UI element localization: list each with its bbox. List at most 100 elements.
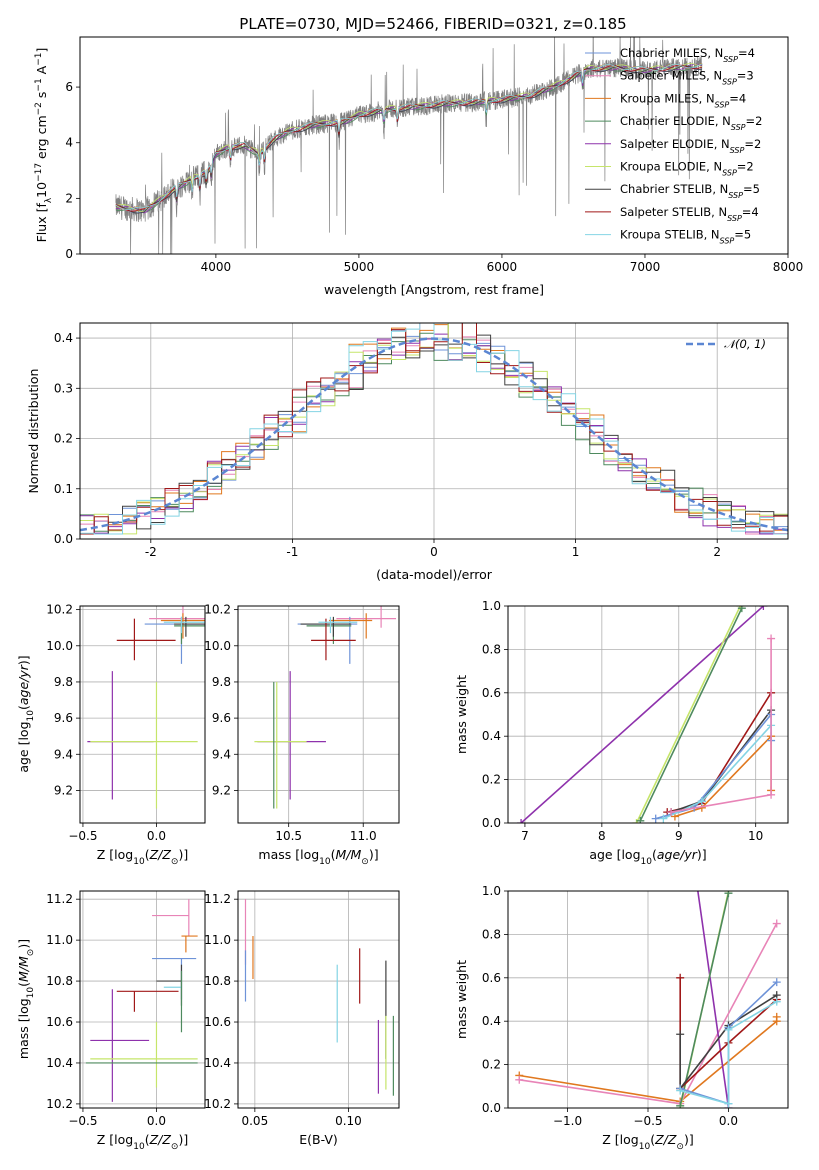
plot-area	[515, 876, 781, 1108]
x-tick-label: 8000	[773, 260, 804, 274]
axis-frame	[237, 605, 400, 824]
y-tick-label: 9.2	[54, 783, 73, 797]
x-tick-label: 0.0	[147, 1114, 166, 1128]
x-tick-label: 10.5	[275, 829, 302, 843]
model-spectrum-kroupa-stelib	[115, 63, 703, 210]
x-tick-label: 5000	[344, 260, 375, 274]
y-tick-label: 9.4	[54, 747, 73, 761]
y-tick-label: 10.2	[46, 1097, 73, 1111]
histogram-step-kroupa-stelib	[80, 323, 788, 535]
y-tick-label: 0.2	[54, 432, 73, 446]
x-axis-label: mass [log10(M/M⊙)]	[258, 847, 378, 867]
y-tick-label: 0.6	[482, 686, 501, 700]
x-tick-label: 10	[748, 829, 763, 843]
plot-area	[244, 899, 394, 1096]
y-tick-label: 9.4	[212, 747, 231, 761]
model-spectrum-kroupa-elodie	[115, 63, 702, 212]
plot-area	[115, 37, 703, 254]
weight-point-marker	[772, 919, 781, 928]
y-tick-label: 10.0	[204, 639, 231, 653]
x-tick-label: 6000	[487, 260, 518, 274]
x-tick-label: −1.0	[553, 1114, 582, 1128]
model-spectrum-chabrier-elodie	[115, 64, 702, 213]
weight-line-kroupa-miles	[674, 734, 772, 818]
weight-line-chabrier-miles	[655, 712, 772, 820]
axis-frame	[507, 890, 789, 1109]
y-tick-label: 0.0	[482, 1101, 501, 1115]
weight-point-marker	[676, 1101, 685, 1108]
normal-distribution-curve	[80, 337, 788, 532]
plot-area	[85, 899, 198, 1102]
x-tick-label: 0.10	[335, 1114, 362, 1128]
axis-frame	[237, 890, 400, 1109]
weight-line-chabrier-elodie	[639, 607, 743, 822]
y-axis-label: mass [log10(M/M⊙)]	[16, 939, 36, 1059]
legend-entry-label: Kroupa MILES, NSSP=4	[620, 91, 746, 109]
y-tick-label: 0.2	[482, 1058, 501, 1072]
weight-point-marker	[772, 1012, 781, 1021]
legend-entry-label: Chabrier STELIB, NSSP=5	[620, 182, 760, 200]
figure-title: PLATE=0730, MJD=52466, FIBERID=0321, z=0…	[239, 15, 626, 33]
weight-point-marker	[676, 1030, 685, 1039]
y-tick-label: 0	[65, 247, 73, 261]
y-axis-label: mass weight	[454, 960, 469, 1039]
weight-vs-metallicity-panel: −1.0 −0.5 0.0 0.0 0.2 0.4 0.6 0.8 1.0 Z [log10(Z/…	[454, 876, 789, 1152]
model-spectrum-salpeter-miles	[115, 64, 703, 212]
axis-frame	[79, 36, 789, 255]
x-tick-label: 1	[572, 545, 580, 559]
model-spectrum-salpeter-elodie	[115, 63, 703, 214]
axis-frame	[79, 322, 789, 540]
y-tick-label: 1.0	[482, 884, 501, 898]
x-axis-label: E(B-V)	[299, 1132, 338, 1147]
x-tick-label: -1	[286, 545, 298, 559]
y-tick-label: 9.8	[54, 675, 73, 689]
x-tick-label: 9	[675, 829, 683, 843]
weight-point-marker	[759, 606, 768, 610]
plot-area	[80, 323, 788, 535]
x-axis-label: Z [log10(Z/Z⊙)]	[97, 1132, 188, 1152]
y-tick-label: 4	[65, 136, 73, 150]
legend-entry-label: Chabrier MILES, NSSP=4	[620, 46, 755, 64]
weight-point-marker	[767, 790, 776, 799]
weight-point-marker	[515, 1075, 524, 1084]
y-tick-label: 2	[65, 191, 73, 205]
y-tick-label: 0.4	[482, 729, 501, 743]
weight-vs-age-panel: 7 8 9 10 0.0 0.2 0.4 0.6 0.8 1.0 age [log10(age/yr…	[454, 599, 789, 867]
histogram-x-label: (data-model)/error	[376, 567, 493, 582]
weight-line-kroupa-stelib	[679, 1001, 778, 1105]
x-tick-label: −0.5	[68, 1114, 97, 1128]
x-tick-label: 7	[521, 829, 529, 843]
residual-histogram-panel: -2 -1 0 1 2 0.0 0.1 0.2 0.3 0.4 (data-model)/error…	[26, 322, 789, 582]
x-tick-label: 0.0	[147, 829, 166, 843]
weight-point-marker	[767, 634, 776, 643]
age-vs-mass-panel: 10.5 11.0 9.2 9.4 9.6 9.8 10.0 10.2 mass [log10(…	[204, 603, 400, 867]
y-tick-label: 11.0	[204, 933, 231, 947]
y-tick-label: 9.8	[212, 675, 231, 689]
y-tick-label: 0.0	[482, 816, 501, 830]
legend-entry-normal: 𝒩(0, 1)	[724, 337, 766, 351]
x-tick-label: 0.05	[241, 1114, 268, 1128]
x-tick-label: −0.5	[68, 829, 97, 843]
model-spectrum-salpeter-stelib	[115, 64, 703, 212]
axis-frame	[507, 605, 789, 824]
y-tick-label: 10.2	[204, 1097, 231, 1111]
weight-point-marker	[692, 876, 700, 884]
x-tick-label: 0	[430, 545, 438, 559]
legend-entry-label: Kroupa STELIB, NSSP=5	[620, 228, 751, 246]
weight-line-chabrier-stelib	[679, 994, 778, 1091]
weight-point-marker	[724, 1025, 733, 1034]
x-tick-label: 7000	[630, 260, 661, 274]
y-tick-label: 11.0	[46, 933, 73, 947]
spectrum-x-label: wavelength [Angstrom, rest frame]	[324, 282, 544, 297]
plot-area	[254, 606, 397, 809]
y-tick-label: 9.6	[54, 711, 73, 725]
axis-frame	[79, 605, 206, 824]
legend-entry-label: Salpeter MILES, NSSP=3	[620, 69, 754, 87]
x-tick-label: 8	[598, 829, 606, 843]
y-tick-label: 0.8	[482, 927, 501, 941]
y-tick-label: 11.2	[46, 892, 73, 906]
legend-entry-label: Kroupa ELODIE, NSSP=2	[620, 160, 754, 178]
y-tick-label: 10.8	[204, 974, 231, 988]
y-tick-label: 10.4	[46, 1056, 73, 1070]
x-axis-label: age [log10(age/yr)]	[589, 847, 706, 867]
